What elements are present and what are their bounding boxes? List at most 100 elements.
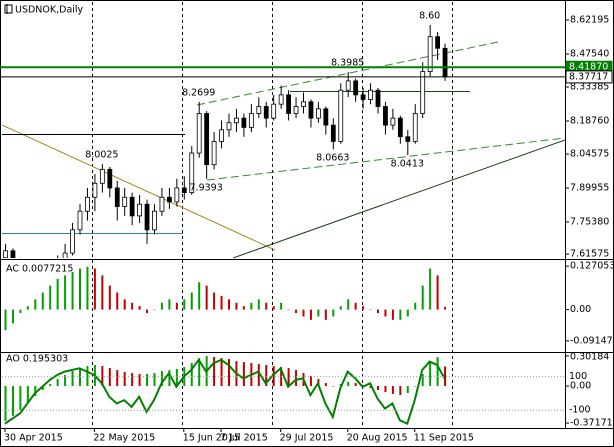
histogram-bar xyxy=(228,359,230,387)
histogram-bar xyxy=(354,302,357,310)
histogram-bar xyxy=(265,365,268,387)
y-tick-label: 8.47540 xyxy=(570,49,609,60)
candle-body xyxy=(107,168,113,189)
histogram-bar xyxy=(391,309,394,320)
histogram-bar xyxy=(123,299,126,310)
candle-body xyxy=(368,89,373,100)
vertical-grid xyxy=(92,2,453,428)
y2-tick-label: -100 xyxy=(569,405,591,416)
x-tick-label: 30 Apr 2015 xyxy=(4,433,63,444)
candle-body xyxy=(114,187,120,207)
histogram-bar xyxy=(362,306,365,310)
histogram-bar xyxy=(213,357,216,387)
price-annotation: 8.3985 xyxy=(331,57,364,68)
y-tick-label: -0.091477 xyxy=(570,335,614,346)
histogram-bar xyxy=(41,292,44,310)
histogram-bar xyxy=(190,363,193,387)
histogram-bar xyxy=(205,285,208,310)
candle-body xyxy=(315,108,321,119)
histogram-bar xyxy=(354,383,357,387)
histogram-bar xyxy=(384,386,387,392)
candle-body xyxy=(181,187,187,194)
candle-body xyxy=(10,250,16,258)
indicator-title: AC 0.0077215 xyxy=(6,264,73,275)
histogram-bar xyxy=(257,364,260,387)
candle-body xyxy=(226,122,232,131)
candle-body xyxy=(338,89,344,142)
histogram-bar xyxy=(34,299,37,310)
x-tick-label: 15 Jun 2015 xyxy=(183,433,240,444)
chart-icon xyxy=(4,4,13,14)
candle-body xyxy=(256,106,262,114)
histogram-bar xyxy=(235,302,238,310)
y-tick-label: 8.04575 xyxy=(570,149,609,160)
candle-body xyxy=(301,101,306,107)
candle-body xyxy=(129,196,135,217)
y-tick-label: 8.62195 xyxy=(570,14,609,25)
histogram-bar xyxy=(332,386,335,387)
panel xyxy=(3,25,448,258)
x-tick-label: 22 May 2015 xyxy=(93,433,155,444)
histogram-bar xyxy=(79,268,81,310)
histogram-bar xyxy=(265,302,268,310)
histogram-bar xyxy=(421,374,424,387)
oscillator-line xyxy=(4,358,446,426)
y-tick-label: 0.127053 xyxy=(570,261,614,272)
histogram-bar xyxy=(369,309,372,311)
histogram-bar xyxy=(272,366,275,387)
candle-body xyxy=(353,80,359,96)
histogram-bar xyxy=(138,374,141,387)
candle-body xyxy=(263,106,269,119)
candle-body xyxy=(219,129,224,142)
histogram-bar xyxy=(71,271,74,310)
histogram-bar xyxy=(287,309,290,311)
histogram-bar xyxy=(64,275,67,310)
histogram-bar xyxy=(56,379,59,387)
candle-body xyxy=(360,94,366,100)
histogram-bar xyxy=(64,375,67,387)
candle-body xyxy=(345,80,351,91)
histogram-bar xyxy=(436,275,439,310)
candle-body xyxy=(271,103,277,119)
y-tick-label: -0.371716 xyxy=(570,418,614,429)
candle-body xyxy=(330,124,336,142)
histogram-bar xyxy=(71,371,74,387)
candle-body xyxy=(405,136,411,142)
candle-body xyxy=(435,36,441,49)
candle-body xyxy=(152,210,157,231)
histogram-bar xyxy=(309,376,312,387)
trend-line xyxy=(232,139,565,258)
histogram-bar xyxy=(406,309,409,317)
candle-body xyxy=(308,101,314,119)
histogram-bar xyxy=(317,309,320,317)
candle-body xyxy=(77,210,83,231)
y-tick-label: 8.33385 xyxy=(570,81,609,92)
candle-body xyxy=(204,113,210,166)
histogram-bar xyxy=(295,370,298,387)
candle-body xyxy=(412,113,418,142)
histogram-bar xyxy=(406,386,409,393)
histogram-bar xyxy=(436,357,439,387)
histogram-bar xyxy=(41,386,44,391)
indicator-title: AO 0.195303 xyxy=(6,354,68,365)
y-tick-label: 0.00 xyxy=(570,381,591,392)
histogram-bar xyxy=(429,361,432,387)
price-annotation: 8.0025 xyxy=(85,150,118,161)
y-tick-label: 0.00 xyxy=(570,304,591,315)
histogram-bar xyxy=(220,358,223,387)
candle-body xyxy=(211,141,217,166)
histogram-bar xyxy=(399,309,402,320)
histogram-bar xyxy=(421,285,424,310)
histogram-bar xyxy=(377,309,379,314)
histogram-bar xyxy=(414,302,417,310)
histogram-bar xyxy=(302,309,305,317)
price-label-box xyxy=(565,70,613,84)
candle-body xyxy=(99,168,105,184)
histogram-bar xyxy=(56,278,59,310)
candle-body xyxy=(420,71,426,114)
candle-body xyxy=(442,47,448,78)
candle-body xyxy=(137,203,143,217)
candle-body xyxy=(62,252,68,258)
candle-body xyxy=(286,94,292,114)
